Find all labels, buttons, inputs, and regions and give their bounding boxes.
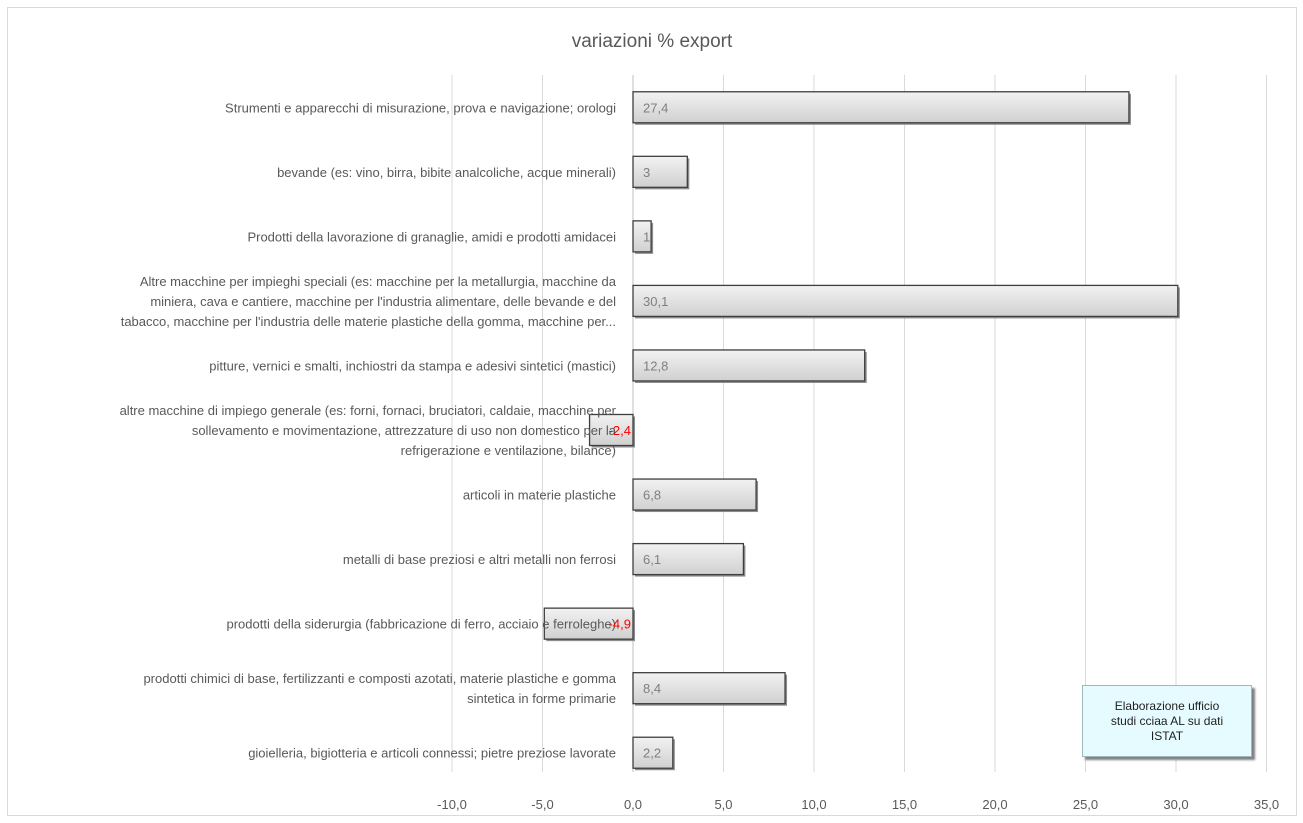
x-tick-label: 0,0 bbox=[624, 797, 642, 812]
bar bbox=[632, 478, 757, 511]
category-label: refrigerazione e ventilazione, bilance) bbox=[401, 443, 616, 458]
bar bbox=[632, 736, 674, 769]
category-label: prodotti chimici di base, fertilizzanti … bbox=[143, 671, 616, 686]
bar bbox=[543, 607, 634, 640]
data-label: 30,1 bbox=[643, 294, 668, 309]
x-tick-label: 5,0 bbox=[714, 797, 732, 812]
source-note-line: ISTAT bbox=[1150, 728, 1184, 743]
category-label: metalli di base preziosi e altri metalli… bbox=[343, 552, 616, 567]
category-label: articoli in materie plastiche bbox=[463, 488, 616, 503]
bar bbox=[632, 542, 745, 576]
data-label: 6,8 bbox=[643, 488, 661, 503]
category-label: Prodotti della lavorazione di granaglie,… bbox=[247, 229, 616, 244]
category-label: Strumenti e apparecchi di misurazione, p… bbox=[225, 100, 616, 115]
category-label: bevande (es: vino, birra, bibite analcol… bbox=[277, 165, 616, 180]
x-tick-label: 35,0 bbox=[1254, 797, 1279, 812]
category-label: sollevamento e movimentazione, attrezzat… bbox=[192, 423, 617, 438]
bar bbox=[632, 155, 688, 188]
data-label: -4,9 bbox=[609, 617, 631, 632]
category-label: pitture, vernici e smalti, inchiostri da… bbox=[209, 358, 616, 373]
source-note-box: Elaborazione ufficio studi cciaa AL su d… bbox=[1082, 685, 1252, 757]
data-label: 8,4 bbox=[643, 681, 661, 696]
bar bbox=[632, 672, 786, 705]
bar bbox=[632, 284, 1179, 318]
bar bbox=[632, 349, 866, 382]
x-axis-tick-labels: -10,0 -5,0 0,0 5,0 10,0 15,0 20,0 25,0 30,0 35,0 bbox=[437, 797, 1279, 812]
category-label: miniera, cava e cantiere, macchine per l… bbox=[150, 294, 616, 309]
data-label: 12,8 bbox=[643, 358, 668, 373]
category-label: tabacco, macchine per l'industria delle … bbox=[121, 314, 616, 329]
source-note-line: Elaborazione ufficio bbox=[1114, 698, 1220, 713]
x-tick-label: 25,0 bbox=[1073, 797, 1098, 812]
data-label: 1 bbox=[643, 229, 650, 244]
category-label: gioielleria, bigiotteria e articoli conn… bbox=[248, 746, 616, 761]
category-labels: Strumenti e apparecchi di misurazione, p… bbox=[120, 100, 617, 760]
bar bbox=[632, 91, 1130, 124]
data-label: -2,4 bbox=[609, 423, 631, 438]
bar bbox=[588, 413, 634, 447]
data-label: 27,4 bbox=[643, 100, 668, 115]
category-label: sintetica in forme primarie bbox=[467, 691, 616, 706]
category-label: altre macchine di impiego generale (es: … bbox=[120, 403, 617, 418]
data-labels: 27,4 3 1 30,1 12,8 -2,4 6,8 6,1 -4,9 8,4 2,2 bbox=[609, 100, 669, 760]
source-note-line: studi cciaa AL su dati bbox=[1110, 713, 1224, 728]
bars bbox=[543, 91, 1180, 771]
x-tick-label: 30,0 bbox=[1163, 797, 1188, 812]
category-label: Altre macchine per impieghi speciali (es… bbox=[140, 274, 617, 289]
x-tick-label: -10,0 bbox=[437, 797, 467, 812]
x-tick-label: 15,0 bbox=[892, 797, 917, 812]
category-label: prodotti della siderurgia (fabbricazione… bbox=[227, 617, 617, 632]
data-label: 2,2 bbox=[643, 746, 661, 761]
x-tick-label: 10,0 bbox=[801, 797, 826, 812]
data-label: 3 bbox=[643, 165, 650, 180]
chart-title: variazioni % export bbox=[572, 31, 733, 52]
bar bbox=[632, 220, 652, 253]
x-tick-label: 20,0 bbox=[982, 797, 1007, 812]
data-label: 6,1 bbox=[643, 552, 661, 567]
x-tick-label: -5,0 bbox=[531, 797, 553, 812]
